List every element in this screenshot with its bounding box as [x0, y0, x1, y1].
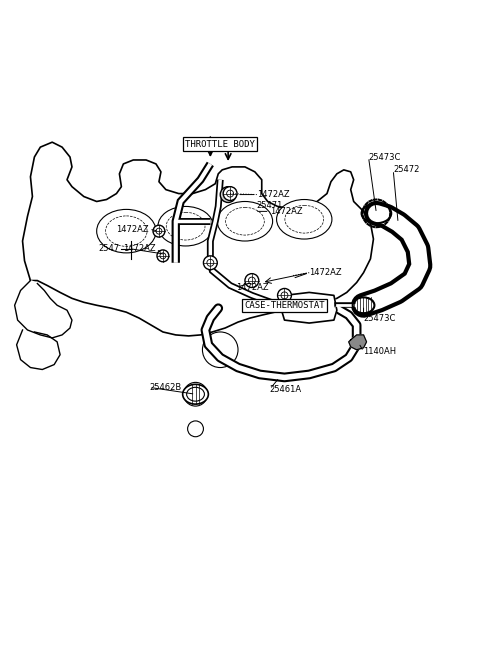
Circle shape	[245, 274, 259, 288]
Polygon shape	[349, 335, 367, 350]
Circle shape	[249, 277, 255, 284]
Polygon shape	[281, 292, 337, 323]
Text: 25462B: 25462B	[149, 383, 181, 392]
Text: 1472AZ: 1472AZ	[270, 207, 302, 216]
Text: 1472AZ: 1472AZ	[257, 190, 289, 199]
Polygon shape	[23, 142, 373, 336]
Circle shape	[207, 260, 214, 266]
Circle shape	[203, 332, 238, 367]
Ellipse shape	[183, 384, 208, 404]
Text: 25471: 25471	[257, 201, 283, 210]
Circle shape	[223, 187, 237, 200]
Text: CASE-THERMOSTAT: CASE-THERMOSTAT	[244, 301, 325, 309]
Text: 25472: 25472	[393, 166, 420, 174]
Text: 1472AZ: 1472AZ	[123, 244, 156, 254]
Text: 25461A: 25461A	[270, 385, 302, 394]
Circle shape	[153, 225, 165, 237]
Ellipse shape	[276, 200, 332, 239]
Circle shape	[157, 250, 169, 261]
Circle shape	[160, 253, 166, 259]
Text: 25473C: 25473C	[363, 313, 396, 323]
Ellipse shape	[285, 206, 324, 233]
Text: 1472AZ: 1472AZ	[117, 225, 149, 234]
Circle shape	[204, 256, 217, 269]
Ellipse shape	[187, 388, 204, 401]
Polygon shape	[17, 330, 60, 369]
Ellipse shape	[226, 208, 264, 235]
Circle shape	[277, 288, 291, 302]
Text: 2547: 2547	[98, 244, 120, 254]
Ellipse shape	[166, 212, 205, 240]
Circle shape	[220, 187, 236, 202]
Text: 25473C: 25473C	[369, 152, 401, 162]
Circle shape	[156, 228, 162, 234]
Ellipse shape	[106, 216, 147, 246]
Circle shape	[188, 421, 204, 437]
Circle shape	[281, 292, 288, 299]
Text: 1140AH: 1140AH	[363, 348, 396, 356]
Text: 1472AZ: 1472AZ	[309, 268, 342, 277]
Ellipse shape	[158, 206, 213, 246]
Text: THROTTLE BODY: THROTTLE BODY	[185, 140, 255, 148]
Ellipse shape	[217, 202, 273, 241]
Circle shape	[184, 382, 207, 406]
Text: 1472AZ: 1472AZ	[236, 283, 269, 292]
Circle shape	[227, 190, 234, 197]
Ellipse shape	[96, 210, 156, 253]
Polygon shape	[14, 281, 72, 338]
